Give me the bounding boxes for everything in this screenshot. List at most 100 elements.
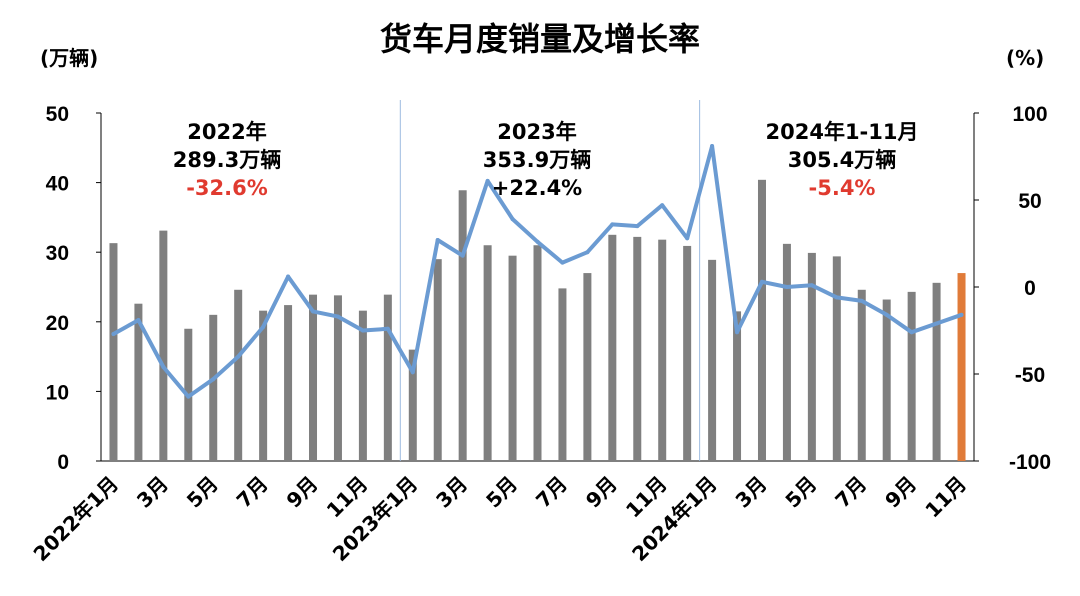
- bar: [408, 349, 417, 461]
- right-axis-unit: (%): [1006, 46, 1045, 70]
- left-axis-tick-label: 50: [46, 103, 69, 126]
- bar: [234, 289, 243, 461]
- x-axis-tick-label: 3月: [431, 472, 472, 513]
- bar: [433, 259, 442, 461]
- period-growth: -5.4%: [808, 176, 876, 200]
- right-axis-tick-label: -100: [1009, 451, 1051, 474]
- growth-rate-point: [859, 298, 864, 303]
- bar: [782, 243, 791, 461]
- growth-rate-point: [685, 236, 690, 241]
- period-growth: -32.6%: [186, 176, 268, 200]
- left-axis-unit: (万辆): [40, 46, 99, 70]
- right-axis-tick-label: 100: [1012, 103, 1047, 126]
- growth-rate-point: [510, 217, 515, 222]
- x-axis-tick-label: 3月: [132, 472, 173, 513]
- period-annotation-2022: 2022年 289.3万辆 -32.6%: [127, 118, 327, 202]
- left-axis-tick-label: 30: [46, 242, 69, 265]
- right-axis-tick-label: 50: [1018, 190, 1041, 213]
- growth-rate-point: [485, 178, 490, 183]
- bar: [284, 305, 293, 461]
- growth-rate-point: [186, 394, 191, 399]
- bar: [558, 288, 567, 461]
- x-axis-tick-label: 9月: [282, 472, 323, 513]
- growth-rate-point: [635, 224, 640, 229]
- growth-rate-point: [735, 330, 740, 335]
- x-axis-tick-label: 9月: [880, 472, 921, 513]
- x-axis-tick-label: 9月: [581, 472, 622, 513]
- x-axis-tick-label: 7月: [232, 472, 273, 513]
- period-total: 353.9万辆: [482, 148, 592, 172]
- period-year: 2024年1-11月: [765, 120, 919, 144]
- bar: [259, 310, 268, 461]
- growth-rate-point: [385, 326, 390, 331]
- growth-rate-point: [111, 331, 116, 336]
- growth-rate-point: [136, 318, 141, 323]
- bar: [932, 282, 941, 461]
- growth-rate-point: [335, 314, 340, 319]
- period-growth: +22.4%: [491, 176, 583, 200]
- bar: [383, 294, 392, 461]
- right-axis-tick-label: -50: [1015, 364, 1045, 387]
- growth-rate-point: [934, 321, 939, 326]
- period-annotation-2024: 2024年1-11月 305.4万辆 -5.4%: [742, 118, 942, 202]
- bar: [683, 245, 692, 461]
- bar: [483, 245, 492, 461]
- growth-rate-point: [585, 250, 590, 255]
- bar: [533, 245, 542, 461]
- period-annotation-2023: 2023年 353.9万辆 +22.4%: [437, 118, 637, 202]
- growth-rate-point: [959, 312, 964, 317]
- bar: [134, 303, 143, 461]
- bar: [309, 294, 318, 461]
- left-axis-tick-label: 10: [46, 381, 69, 404]
- growth-rate-point: [286, 274, 291, 279]
- x-axis-tick-label: 5月: [780, 472, 821, 513]
- growth-rate-point: [884, 312, 889, 317]
- bar: [957, 273, 966, 461]
- x-axis-tick-label: 3月: [731, 472, 772, 513]
- growth-rate-point: [784, 285, 789, 289]
- x-axis-tick-label: 7月: [531, 472, 572, 513]
- period-year: 2023年: [497, 120, 577, 144]
- x-axis-tick-label: 5月: [481, 472, 522, 513]
- growth-rate-point: [610, 222, 615, 227]
- bar: [583, 273, 592, 461]
- bar: [159, 230, 168, 461]
- growth-rate-point: [261, 325, 266, 330]
- x-axis-tick-label: 5月: [182, 472, 223, 513]
- x-axis-tick-label: 11月: [920, 472, 971, 523]
- x-axis-tick-label: 2022年1月: [29, 472, 123, 566]
- growth-rate-point: [435, 238, 440, 243]
- bar: [757, 179, 766, 462]
- bar: [633, 236, 642, 461]
- left-axis-tick-label: 40: [46, 173, 69, 196]
- growth-rate-point: [236, 354, 241, 359]
- growth-rate-point: [535, 239, 540, 244]
- growth-rate-point: [909, 330, 914, 335]
- growth-rate-point: [311, 309, 316, 314]
- growth-rate-point: [759, 279, 764, 284]
- period-year: 2022年: [187, 120, 267, 144]
- growth-rate-point: [460, 253, 465, 258]
- bar: [708, 259, 717, 461]
- bar: [807, 252, 816, 461]
- bar: [109, 243, 118, 461]
- x-axis-tick-label: 7月: [830, 472, 871, 513]
- bar: [508, 255, 517, 461]
- right-axis-tick-label: 0: [1024, 277, 1036, 300]
- growth-rate-point: [710, 144, 715, 149]
- growth-rate-point: [410, 370, 415, 375]
- left-axis-tick-label: 0: [57, 451, 69, 474]
- growth-rate-point: [660, 203, 665, 208]
- bar: [608, 234, 617, 461]
- bar: [458, 190, 467, 462]
- bar: [857, 289, 866, 461]
- bar: [733, 311, 742, 461]
- bar: [832, 256, 841, 461]
- growth-rate-point: [560, 260, 565, 265]
- bar: [209, 314, 218, 461]
- growth-rate-point: [161, 365, 166, 370]
- period-total: 305.4万辆: [787, 148, 897, 172]
- growth-rate-point: [834, 295, 839, 300]
- bar: [333, 295, 342, 461]
